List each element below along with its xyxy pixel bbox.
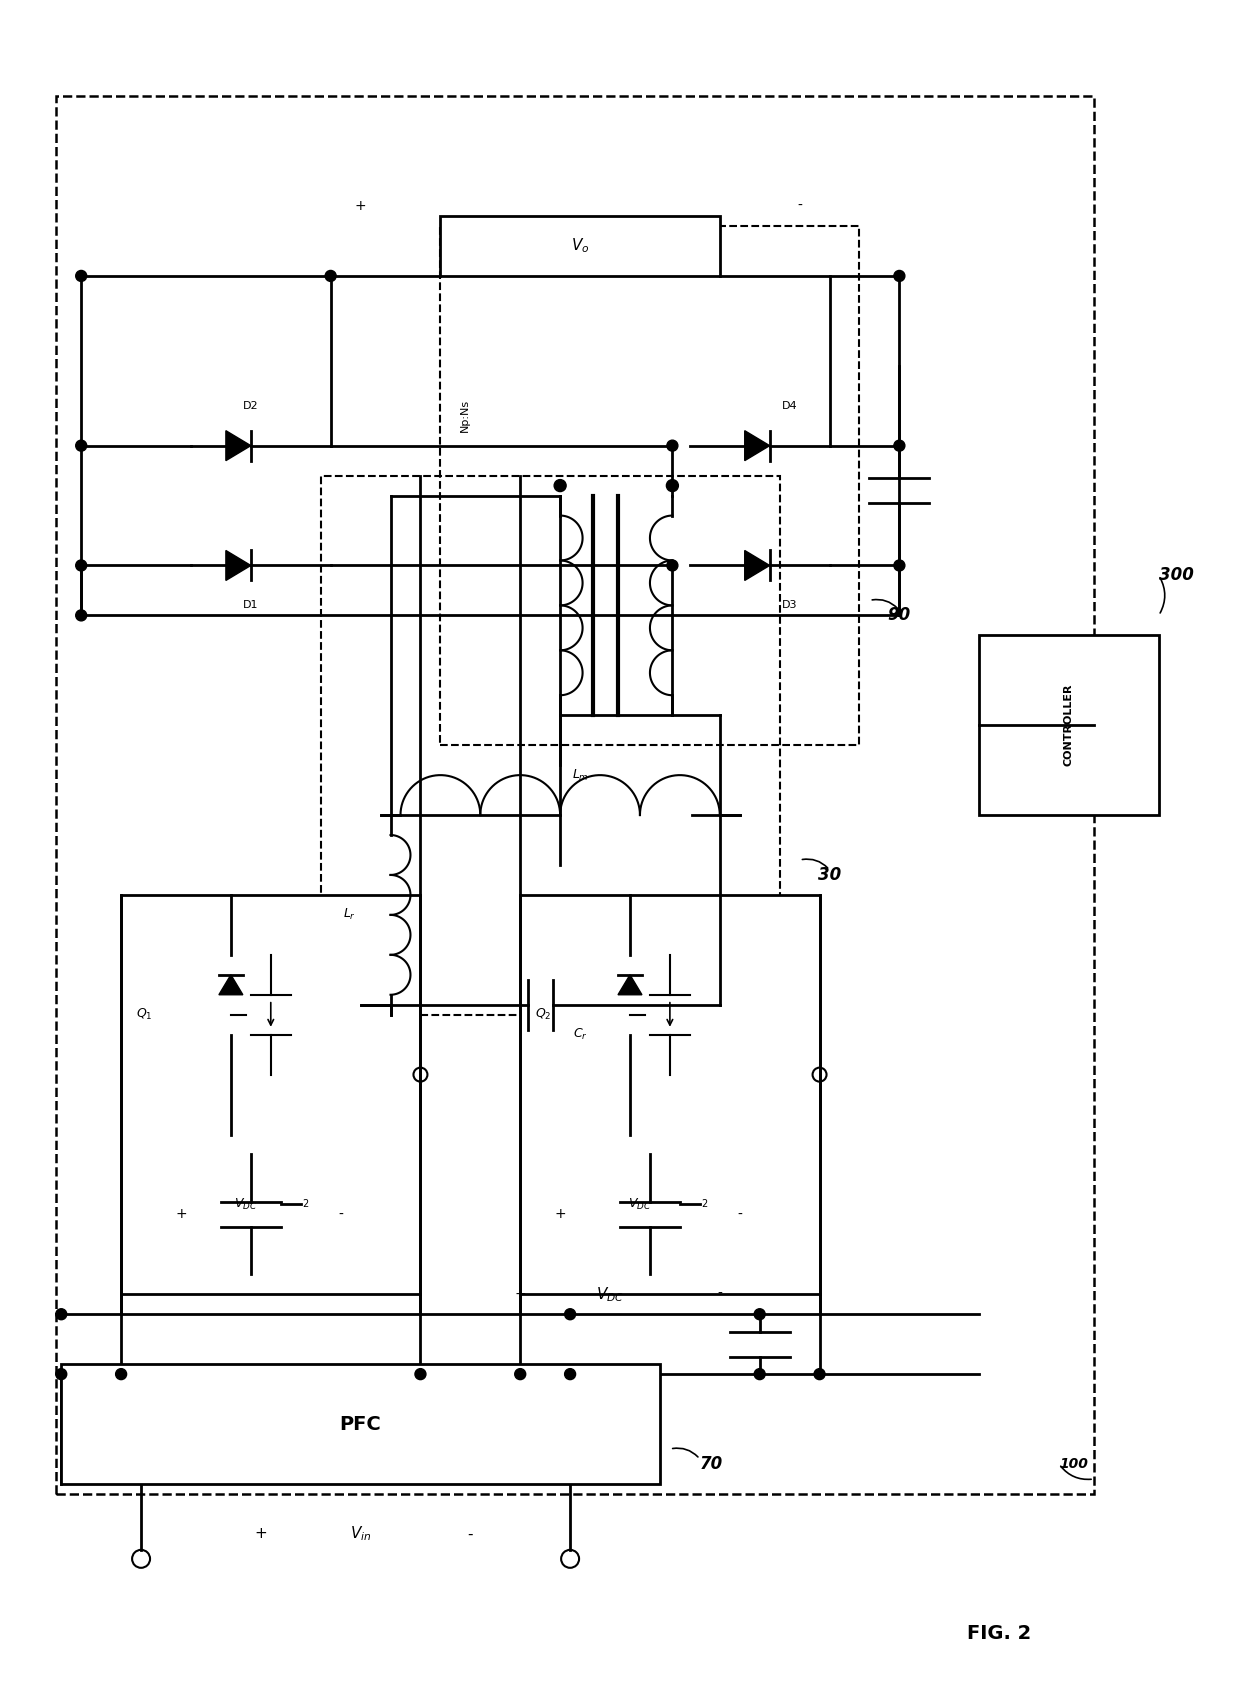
Circle shape (754, 1368, 765, 1380)
Circle shape (415, 1368, 425, 1380)
Circle shape (666, 480, 678, 492)
Text: $V_{in}$: $V_{in}$ (350, 1524, 371, 1542)
Text: +: + (254, 1527, 267, 1541)
Text: $Q_1$: $Q_1$ (136, 1007, 153, 1022)
Text: 100: 100 (1059, 1458, 1087, 1471)
Circle shape (894, 271, 905, 281)
Polygon shape (745, 551, 770, 580)
Bar (56, 97, 1094, 1493)
Bar (440, 225, 859, 746)
Text: $C_r$: $C_r$ (573, 1027, 588, 1042)
Circle shape (894, 559, 905, 571)
Circle shape (564, 1368, 575, 1380)
Text: 2: 2 (303, 1200, 309, 1210)
Text: 90: 90 (888, 607, 911, 624)
Polygon shape (226, 431, 250, 461)
Circle shape (115, 1368, 126, 1380)
Text: -: - (797, 198, 802, 214)
Circle shape (76, 441, 87, 451)
Text: +: + (515, 1287, 526, 1302)
Circle shape (815, 1368, 825, 1380)
Text: $V_{DC}$: $V_{DC}$ (234, 1197, 258, 1212)
Polygon shape (745, 431, 770, 461)
Circle shape (76, 559, 87, 571)
Text: FIG. 2: FIG. 2 (967, 1624, 1032, 1642)
Bar (61, 1364, 660, 1483)
Text: $L_m$: $L_m$ (572, 768, 589, 783)
Polygon shape (219, 975, 243, 995)
Text: $V_{DC}$: $V_{DC}$ (596, 1285, 624, 1303)
Text: -: - (467, 1527, 474, 1541)
Text: D1: D1 (243, 600, 259, 610)
Text: CONTROLLER: CONTROLLER (1064, 685, 1074, 766)
Text: D3: D3 (782, 600, 797, 610)
Text: 30: 30 (818, 866, 841, 885)
Text: Np:Ns: Np:Ns (460, 398, 470, 432)
Circle shape (667, 441, 678, 451)
Text: +: + (175, 1207, 187, 1222)
Text: $V_{DC}$: $V_{DC}$ (629, 1197, 652, 1212)
Text: 2: 2 (702, 1200, 708, 1210)
Circle shape (667, 559, 678, 571)
Circle shape (515, 1368, 526, 1380)
Bar (122, 895, 420, 1295)
Circle shape (554, 480, 567, 492)
Text: -: - (339, 1207, 343, 1222)
Circle shape (754, 1309, 765, 1320)
Bar (980, 636, 1159, 815)
Text: $L_r$: $L_r$ (342, 907, 356, 922)
Circle shape (325, 271, 336, 281)
Circle shape (56, 1309, 67, 1320)
Polygon shape (618, 975, 642, 995)
Circle shape (56, 1368, 67, 1380)
Text: +: + (355, 198, 366, 214)
Text: $V_o$: $V_o$ (570, 237, 589, 256)
Text: D2: D2 (243, 400, 259, 410)
Bar (440, 215, 719, 276)
Circle shape (564, 1309, 575, 1320)
Text: PFC: PFC (340, 1415, 382, 1434)
Text: -: - (717, 1287, 722, 1302)
Polygon shape (226, 551, 250, 580)
Text: 300: 300 (1159, 566, 1194, 585)
Text: -: - (738, 1207, 743, 1222)
Text: $Q_2$: $Q_2$ (536, 1007, 552, 1022)
Text: D4: D4 (781, 400, 797, 410)
Text: +: + (554, 1207, 565, 1222)
Bar (321, 476, 780, 1015)
Circle shape (76, 610, 87, 620)
Circle shape (894, 441, 905, 451)
Bar (521, 895, 820, 1295)
Text: 70: 70 (699, 1454, 723, 1473)
Circle shape (76, 271, 87, 281)
